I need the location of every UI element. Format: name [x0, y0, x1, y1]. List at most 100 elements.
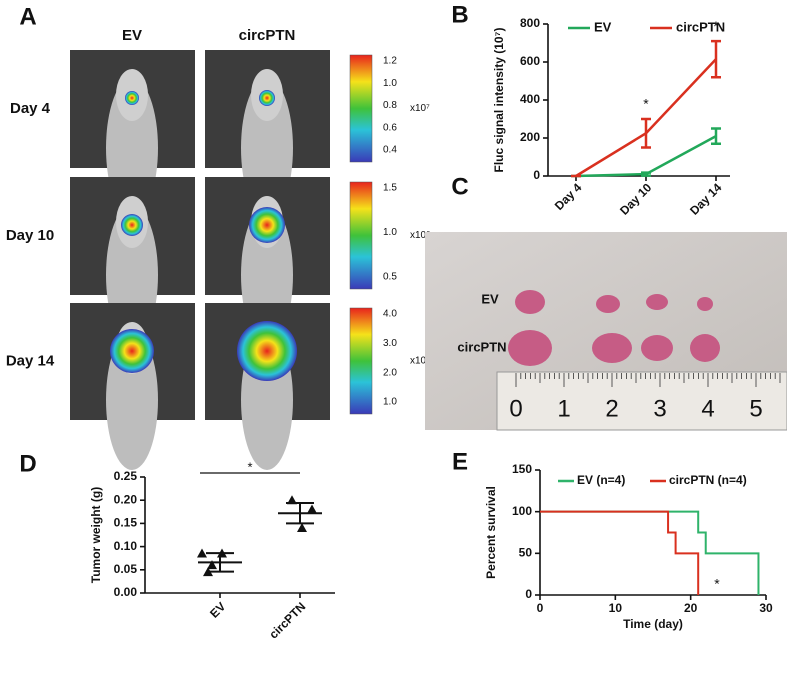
tumor [515, 290, 545, 314]
tumor [697, 297, 713, 311]
tumor [592, 333, 632, 363]
y-tick-label: 600 [520, 54, 540, 68]
y-axis-label: Tumor weight (g) [89, 487, 103, 583]
error-bar [641, 171, 651, 177]
error-bar [641, 117, 651, 149]
ruler-number: 4 [701, 395, 714, 422]
signal [249, 207, 285, 243]
x-tick-label: Day 14 [687, 180, 724, 217]
x-tick-label: 10 [609, 601, 623, 615]
tumor [646, 294, 668, 310]
y-tick-label: 800 [520, 16, 540, 30]
ruler [496, 371, 787, 431]
ruler-number: 3 [653, 395, 666, 422]
signal [237, 321, 297, 381]
row-label: Day 4 [10, 100, 51, 117]
panel-label: A [19, 3, 36, 30]
scale-tick-label: 1.0 [383, 227, 397, 238]
point [307, 504, 317, 514]
color-bar [349, 181, 373, 290]
y-tick-label: 0 [533, 168, 540, 182]
survival-curve [540, 510, 760, 595]
row-label: Day 14 [6, 352, 55, 369]
error-bar [711, 127, 721, 145]
row-label: Day 10 [6, 227, 54, 244]
x-tick-label: EV [207, 599, 228, 620]
y-axis-label: Fluc signal intensity (10⁷) [492, 28, 506, 173]
ruler-number: 1 [557, 395, 570, 422]
scale-tick-label: 0.4 [383, 145, 397, 156]
x-tick-label: Day 4 [552, 180, 585, 213]
scale-tick-label: 2.0 [383, 367, 397, 378]
ruler-number: 5 [749, 395, 762, 422]
signal [121, 214, 143, 236]
y-tick-label: 0.20 [114, 492, 138, 506]
significance: * [643, 96, 649, 112]
x-tick-label: Day 10 [617, 180, 654, 217]
photo-label: EV [481, 291, 499, 306]
scale-tick-label: 3.0 [383, 338, 397, 349]
y-tick-label: 0.05 [114, 562, 138, 576]
x-tick-label: circPTN [266, 599, 308, 641]
y-tick-label: 0.10 [114, 539, 138, 553]
signal [125, 91, 139, 105]
significance: * [713, 18, 719, 34]
signal [259, 90, 275, 106]
legend-label: circPTN (n=4) [669, 473, 747, 487]
scale-tick-label: 1.0 [383, 78, 397, 89]
point [197, 548, 207, 558]
point [207, 560, 217, 570]
significance: * [247, 459, 252, 474]
significance: * [714, 576, 720, 592]
tumor [596, 295, 620, 313]
color-bar [349, 307, 373, 415]
photo-label: circPTN [457, 339, 506, 354]
tumor [690, 334, 720, 362]
legend-label: EV (n=4) [577, 473, 625, 487]
error-bar [711, 39, 721, 79]
scale-unit: x10⁸ [410, 230, 430, 241]
y-tick-label: 200 [520, 130, 540, 144]
y-tick-label: 0.15 [114, 516, 138, 530]
scale-tick-label: 0.6 [383, 122, 397, 133]
scale-tick-label: 1.2 [383, 56, 397, 67]
color-bar [349, 54, 373, 163]
column-header: circPTN [239, 27, 296, 44]
y-axis-label: Percent survival [484, 486, 498, 579]
x-tick-label: 20 [684, 601, 698, 615]
x-tick-label: 0 [537, 601, 544, 615]
panel-label: D [19, 450, 36, 477]
scale-tick-label: 1.0 [383, 397, 397, 408]
column-header: EV [122, 27, 142, 44]
y-tick-label: 100 [512, 504, 532, 518]
y-tick-label: 0.25 [114, 469, 138, 483]
legend-label: circPTN [676, 19, 725, 34]
scale-tick-label: 4.0 [383, 309, 397, 320]
ruler-number: 0 [509, 395, 522, 422]
ruler-number: 2 [605, 395, 618, 422]
y-tick-label: 50 [519, 546, 533, 560]
point [297, 523, 307, 533]
scale-unit: x10⁷ [410, 103, 430, 114]
y-tick-label: 0 [525, 587, 532, 601]
panel-label: E [452, 448, 468, 475]
x-tick-label: 30 [759, 601, 773, 615]
survival-curve [540, 510, 700, 595]
panel-label: C [451, 173, 468, 200]
signal [110, 329, 154, 373]
tumor [508, 330, 552, 366]
point [287, 495, 297, 505]
panel-label: B [451, 1, 468, 28]
scale-unit: x10⁹ [410, 356, 430, 367]
tumor [641, 335, 673, 361]
scale-tick-label: 0.5 [383, 272, 397, 283]
y-tick-label: 0.00 [114, 585, 138, 599]
y-tick-label: 400 [520, 92, 540, 106]
scale-tick-label: 0.8 [383, 100, 397, 111]
y-tick-label: 150 [512, 462, 532, 476]
series-line [575, 58, 717, 178]
x-axis-label: Time (day) [623, 617, 683, 631]
legend-label: EV [594, 19, 612, 34]
